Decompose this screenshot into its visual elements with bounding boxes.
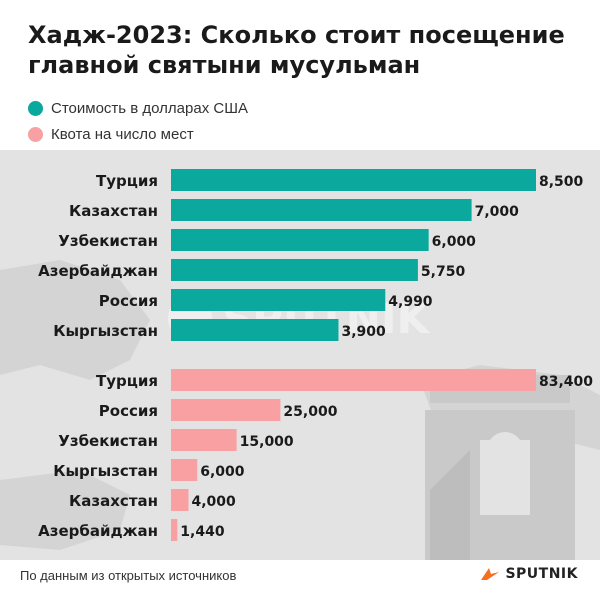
category-label-cost: Узбекистан <box>58 232 158 250</box>
bar-cost <box>171 169 536 191</box>
category-label-quota: Азербайджан <box>38 522 158 540</box>
legend-label-quota: Квота на число мест <box>51 125 194 143</box>
bar-quota <box>171 369 536 391</box>
bar-quota <box>171 399 281 421</box>
category-label-quota: Кыргызстан <box>53 462 158 480</box>
legend-item-quota: Квота на число мест <box>28 121 248 147</box>
legend-swatch-quota <box>28 126 43 142</box>
legend: Стоимость в долларах США Квота на число … <box>28 95 248 147</box>
category-label-cost: Турция <box>96 172 158 190</box>
category-label-cost: Россия <box>99 292 158 310</box>
bar-cost <box>171 289 386 311</box>
brand-text: SPUTNIK <box>505 566 578 582</box>
bar-quota <box>171 489 189 511</box>
category-label-quota: Турция <box>96 372 158 390</box>
bar-cost <box>171 229 429 251</box>
legend-item-cost: Стоимость в долларах США <box>28 95 248 121</box>
legend-swatch-cost <box>28 100 43 116</box>
value-label-quota: 4,000 <box>192 494 237 510</box>
bar-cost <box>171 319 339 341</box>
value-label-quota: 1,440 <box>180 524 225 540</box>
chart-title: Хадж-2023: Сколько стоит посещение главн… <box>28 21 565 79</box>
bar-cost <box>171 259 418 281</box>
category-label-quota: Россия <box>99 402 158 420</box>
category-label-cost: Кыргызстан <box>53 322 158 340</box>
bar-cost <box>171 199 472 221</box>
kaaba-illustration-icon <box>425 375 575 560</box>
brand-logo: SPUTNIK <box>479 566 578 582</box>
value-label-cost: 7,000 <box>475 204 520 220</box>
legend-label-cost: Стоимость в долларах США <box>51 99 248 117</box>
bar-quota <box>171 429 237 451</box>
value-label-quota: 15,000 <box>240 434 294 450</box>
category-label-quota: Казахстан <box>69 492 158 510</box>
value-label-cost: 3,900 <box>341 324 386 340</box>
sputnik-logo-icon <box>481 568 500 580</box>
bar-quota <box>171 459 198 481</box>
value-label-cost: 5,750 <box>421 264 466 280</box>
chart-panel: SPUTNIK Турция 8,500 Казахстан 7,000 Узбекис… <box>0 150 600 560</box>
category-label-cost: Азербайджан <box>38 262 158 280</box>
value-label-quota: 6,000 <box>200 464 245 480</box>
category-label-quota: Узбекистан <box>58 432 158 450</box>
value-label-cost: 4,990 <box>388 294 433 310</box>
bar-quota <box>171 519 178 541</box>
value-label-quota: 25,000 <box>283 404 337 420</box>
value-label-quota: 83,400 <box>539 374 593 390</box>
value-label-cost: 6,000 <box>432 234 477 250</box>
source-note: По данным из открытых источников <box>20 568 237 583</box>
category-label-cost: Казахстан <box>69 202 158 220</box>
value-label-cost: 8,500 <box>539 174 584 190</box>
bars-layer: Турция 8,500 Казахстан 7,000 Узбекистан 6,000… <box>38 169 593 541</box>
